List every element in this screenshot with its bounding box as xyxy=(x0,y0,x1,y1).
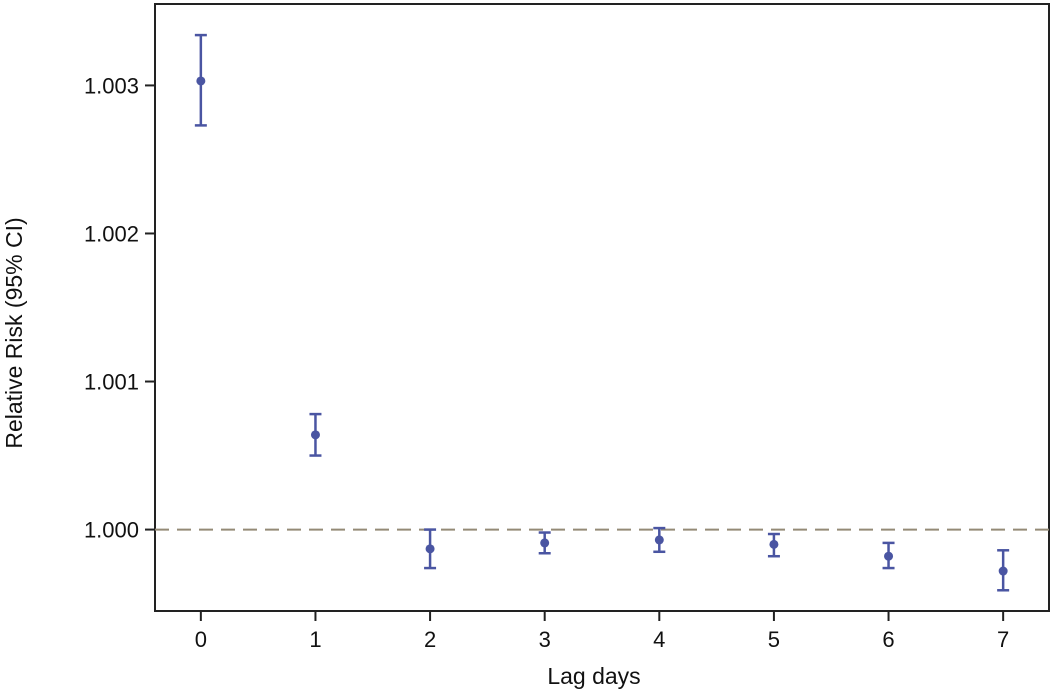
data-point xyxy=(769,539,779,549)
data-point-group xyxy=(882,541,895,570)
x-tick-label: 7 xyxy=(997,627,1009,652)
x-tick-label: 5 xyxy=(768,627,780,652)
x-tick-label: 2 xyxy=(424,627,436,652)
data-point-group xyxy=(424,528,437,570)
data-point xyxy=(998,566,1008,576)
data-point xyxy=(310,430,320,440)
x-axis: 0 1 2 3 4 5 6 7 xyxy=(195,611,1009,652)
x-tick-label: 1 xyxy=(309,627,321,652)
x-tick-label: 3 xyxy=(539,627,551,652)
x-axis-title: Lag days xyxy=(547,663,640,689)
data-point-group xyxy=(653,526,666,554)
data-point-group xyxy=(194,33,207,127)
data-point xyxy=(196,76,206,86)
data-point-group xyxy=(997,549,1010,592)
y-tick-label: 1.002 xyxy=(84,221,139,246)
data-point-group xyxy=(538,531,551,555)
x-tick-label: 0 xyxy=(195,627,207,652)
data-point-group xyxy=(309,412,322,457)
data-point xyxy=(884,551,894,561)
y-tick-label: 1.003 xyxy=(84,73,139,98)
x-tick-label: 4 xyxy=(653,627,665,652)
data-point xyxy=(654,535,664,545)
data-point xyxy=(425,544,435,554)
y-axis-title: Relative Risk (95% CI) xyxy=(1,217,27,448)
data-marks xyxy=(194,33,1010,592)
y-tick-label: 1.001 xyxy=(84,370,139,395)
data-point xyxy=(540,538,550,548)
y-tick-label: 1.000 xyxy=(84,518,139,543)
y-axis: 1.000 1.001 1.002 1.003 xyxy=(84,73,155,543)
x-tick-label: 6 xyxy=(882,627,894,652)
plot-frame xyxy=(154,3,1050,612)
data-point-group xyxy=(767,532,780,558)
